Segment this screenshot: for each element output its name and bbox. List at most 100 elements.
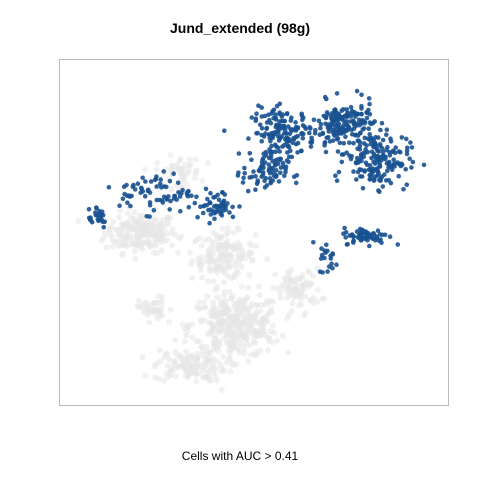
highlighted-cell-point xyxy=(154,184,159,189)
other-cell-point xyxy=(253,308,260,315)
highlighted-cell-point xyxy=(362,169,367,174)
highlighted-cell-point xyxy=(198,204,203,209)
highlighted-cell-point xyxy=(373,142,379,148)
other-cell-point xyxy=(224,229,231,236)
other-cell-point xyxy=(277,290,284,297)
highlighted-cell-point xyxy=(409,145,415,150)
highlighted-cell-point xyxy=(175,180,181,186)
other-cell-point xyxy=(296,275,303,282)
highlighted-cell-point xyxy=(399,135,405,140)
other-cell-point xyxy=(221,270,228,277)
highlighted-cell-point xyxy=(230,214,236,220)
highlighted-cell-point xyxy=(407,156,413,162)
other-cell-point xyxy=(244,294,251,301)
other-cell-point xyxy=(281,275,288,282)
other-cell-point xyxy=(277,295,284,301)
other-cell-point xyxy=(164,214,171,221)
other-cell-point xyxy=(154,250,161,257)
other-cell-point xyxy=(236,324,243,331)
highlighted-cell-point xyxy=(367,243,372,249)
highlighted-cell-point xyxy=(335,149,341,154)
other-cell-point xyxy=(179,321,186,328)
highlighted-cell-point xyxy=(351,122,357,127)
other-cell-point xyxy=(220,317,227,324)
highlighted-cell-point xyxy=(320,270,325,275)
highlighted-cell-point xyxy=(271,173,277,179)
other-cell-point xyxy=(208,246,215,253)
other-cell-point xyxy=(256,292,263,299)
other-cell-point xyxy=(257,308,264,314)
other-cell-point xyxy=(290,278,297,285)
highlighted-cell-point xyxy=(218,210,223,216)
highlighted-cell-point xyxy=(124,193,130,198)
highlighted-cell-point xyxy=(274,123,279,128)
other-cell-point xyxy=(184,182,191,189)
other-cell-point xyxy=(158,247,165,254)
other-cell-point xyxy=(261,301,268,308)
highlighted-cell-point xyxy=(216,197,222,203)
highlighted-cell-point xyxy=(242,165,247,171)
highlighted-cell-point xyxy=(290,140,295,145)
highlighted-cell-point xyxy=(404,136,409,142)
highlighted-cell-point xyxy=(334,262,339,268)
highlighted-cell-point xyxy=(339,159,345,165)
other-cell-point xyxy=(265,310,271,317)
highlighted-cell-point xyxy=(342,225,347,231)
other-cell-point xyxy=(234,345,241,352)
highlighted-cell-point xyxy=(267,132,272,138)
highlighted-cell-point xyxy=(125,200,130,205)
other-cell-point xyxy=(138,231,145,238)
highlighted-cell-point xyxy=(334,178,340,183)
other-cell-point xyxy=(241,301,248,308)
highlighted-cell-point xyxy=(277,111,283,117)
other-cell-point xyxy=(210,356,217,362)
other-cell-point xyxy=(238,283,245,290)
highlighted-cell-point xyxy=(353,114,358,119)
other-cell-point xyxy=(170,359,177,365)
other-cell-point xyxy=(146,242,153,249)
other-cell-point xyxy=(283,295,290,301)
other-cell-point xyxy=(98,237,105,244)
other-cell-point xyxy=(256,328,263,335)
other-cell-point xyxy=(245,358,252,365)
other-cell-point xyxy=(149,224,156,231)
other-cell-point xyxy=(156,347,163,354)
highlighted-cell-point xyxy=(334,91,340,96)
other-cell-point xyxy=(191,360,198,367)
other-cell-point xyxy=(237,340,244,347)
highlighted-cell-point xyxy=(222,128,227,133)
other-cell-point xyxy=(206,377,213,384)
other-cell-point xyxy=(219,225,226,232)
highlighted-cell-point xyxy=(263,149,269,155)
highlighted-cell-point xyxy=(140,175,145,181)
highlighted-cell-point xyxy=(262,160,268,165)
other-cell-point xyxy=(268,306,274,313)
highlighted-cell-point xyxy=(106,185,112,190)
other-cell-point xyxy=(154,293,161,300)
highlighted-cell-point xyxy=(251,169,256,174)
highlighted-cell-point xyxy=(210,208,216,214)
other-cell-point xyxy=(131,248,138,255)
highlighted-cell-point xyxy=(254,111,259,116)
highlighted-cell-point xyxy=(135,181,141,186)
other-cell-point xyxy=(248,242,255,249)
highlighted-cell-point xyxy=(362,235,368,241)
highlighted-cell-point xyxy=(293,127,299,132)
highlighted-cell-point xyxy=(208,190,213,196)
highlighted-cell-point xyxy=(255,130,260,136)
highlighted-cell-point xyxy=(311,117,317,123)
other-cell-point xyxy=(319,295,326,302)
highlighted-cell-point xyxy=(144,214,150,219)
highlighted-cell-point xyxy=(97,213,103,219)
other-cell-point xyxy=(239,251,246,258)
highlighted-cell-point xyxy=(373,166,379,172)
highlighted-cell-point xyxy=(367,132,373,137)
highlighted-cell-point xyxy=(223,204,228,209)
other-cell-point xyxy=(141,300,148,307)
other-cell-point xyxy=(150,232,157,239)
highlighted-cell-point xyxy=(332,107,337,113)
other-cell-point xyxy=(232,317,239,323)
highlighted-cell-point xyxy=(370,235,376,241)
other-cell-point xyxy=(124,210,131,217)
highlighted-cell-point xyxy=(380,150,386,155)
